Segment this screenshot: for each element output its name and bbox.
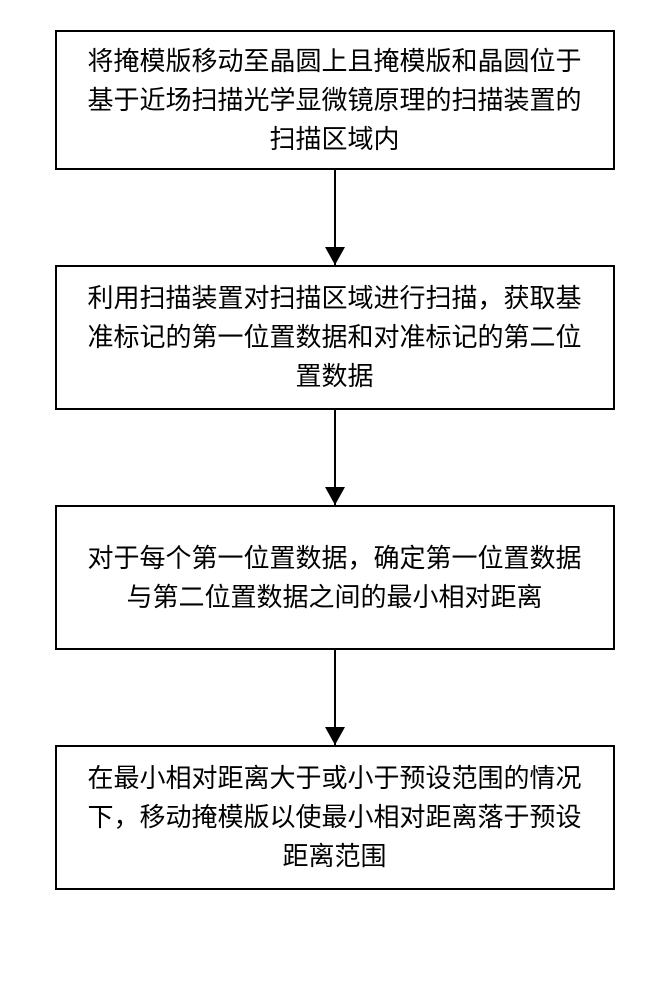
process-box-3: 对于每个第一位置数据，确定第一位置数据与第二位置数据之间的最小相对距离 — [55, 505, 615, 650]
box-2-text: 利用扫描装置对扫描区域进行扫描，获取基准标记的第一位置数据和对准标记的第二位置数… — [79, 279, 591, 396]
arrow-1 — [55, 170, 615, 265]
box-4-text: 在最小相对距离大于或小于预设范围的情况下，移动掩模版以使最小相对距离落于预设距离… — [79, 759, 591, 876]
arrow-head — [325, 727, 345, 745]
arrow-3 — [55, 650, 615, 745]
process-box-2: 利用扫描装置对扫描区域进行扫描，获取基准标记的第一位置数据和对准标记的第二位置数… — [55, 265, 615, 410]
arrow-2 — [55, 410, 615, 505]
flowchart-container: 将掩模版移动至晶圆上且掩模版和晶圆位于基于近场扫描光学显微镜原理的扫描装置的扫描… — [55, 30, 615, 890]
box-3-text: 对于每个第一位置数据，确定第一位置数据与第二位置数据之间的最小相对距离 — [79, 539, 591, 617]
process-box-4: 在最小相对距离大于或小于预设范围的情况下，移动掩模版以使最小相对距离落于预设距离… — [55, 745, 615, 890]
arrow-head — [325, 487, 345, 505]
arrow-head — [325, 247, 345, 265]
box-1-text: 将掩模版移动至晶圆上且掩模版和晶圆位于基于近场扫描光学显微镜原理的扫描装置的扫描… — [79, 42, 591, 159]
process-box-1: 将掩模版移动至晶圆上且掩模版和晶圆位于基于近场扫描光学显微镜原理的扫描装置的扫描… — [55, 30, 615, 170]
